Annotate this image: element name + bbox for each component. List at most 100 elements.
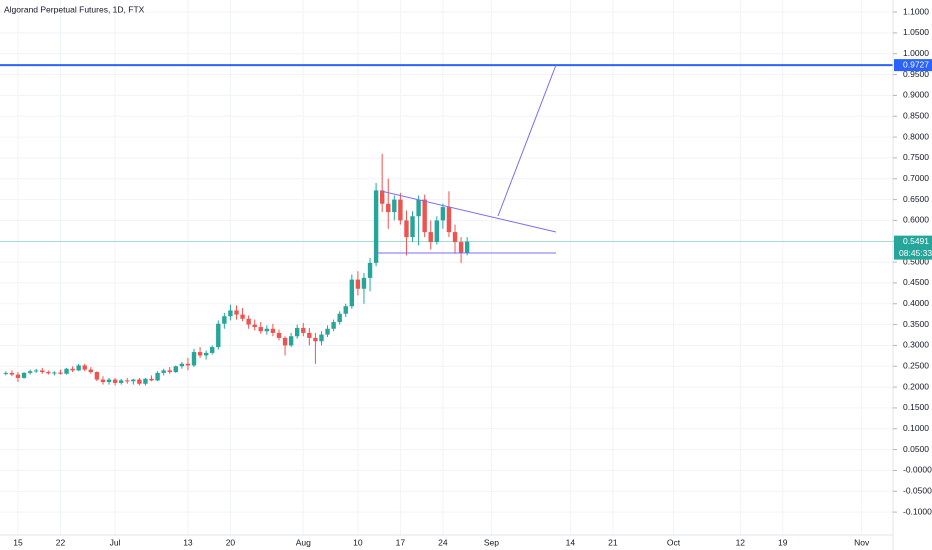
x-tick-label: Jul [110,537,121,547]
x-tick-label: 19 [778,537,788,547]
y-tick-label: 0.7000 [903,173,929,183]
candle-body [88,369,94,373]
y-tick-label: 0.3000 [903,340,929,350]
candle-body [428,232,433,243]
y-tick-label: 0.8500 [903,111,929,121]
price-line-label: 0.9727 [903,59,929,69]
price-line-label-box [894,59,932,72]
candle-body [349,279,355,307]
plot-area [0,64,893,386]
y-tick-label: 0.1500 [903,402,929,412]
x-tick-label: 17 [396,537,406,547]
candle-body [234,310,239,315]
candle-body [94,372,100,380]
y-tick-label: 0.7500 [903,152,929,162]
candle-body [27,371,33,373]
candle-body [288,336,294,346]
candle-body [422,199,427,233]
candle-body [331,322,336,329]
candle-body [64,368,69,374]
candle-body [216,323,221,348]
candle-body [106,379,112,383]
candle-body [167,370,172,373]
candle-body [143,378,148,384]
x-tick-label: 22 [56,537,66,547]
candle-body [379,190,385,204]
trend-line [497,64,557,217]
candle-body [137,379,142,384]
candle-body [149,378,154,381]
candle-body [367,262,373,278]
y-tick-label: 0.9500 [903,69,929,79]
y-tick-label: 1.1000 [903,6,929,16]
candle-body [40,370,45,373]
candle-body [404,220,409,238]
x-tick-label: Aug [296,537,311,547]
y-tick-label: -0.0000 [903,465,932,475]
x-tick-label: 21 [608,537,618,547]
candle-body [410,216,415,238]
candle-body [173,366,178,373]
candle-body [210,347,215,353]
candle-body [258,327,263,332]
y-tick-label: 0.4500 [903,277,929,287]
candle-body [294,327,300,337]
axes: 1.1000 1.0500 1.0000 0.9500 0.9000 0.8500 0.80… [13,6,932,547]
candle-body [446,207,452,233]
candle-body [58,372,63,374]
x-tick-label: 24 [438,537,448,547]
x-tick-label: 12 [736,537,746,547]
candle-body [325,328,330,335]
candle-body [440,207,446,221]
y-tick-label: 0.6500 [903,194,929,204]
y-tick-label: 0.6000 [903,215,929,225]
candle-body [282,337,288,346]
y-tick-label: 1.0500 [903,27,929,37]
y-tick-label: -0.1000 [903,506,932,516]
candle-body [313,337,318,342]
x-tick-label: 15 [13,537,23,547]
candle-body [46,372,51,374]
y-tick-label: 0.8000 [903,131,929,141]
candle-body [203,352,209,356]
y-tick-label: 1.0000 [903,48,929,58]
candle-body [70,368,75,371]
x-tick-label: Nov [854,537,870,547]
y-tick-label: 0.1000 [903,423,929,433]
candle-body [319,334,324,342]
candle-body [228,310,233,317]
candle-body [240,314,245,319]
candle-body [179,363,185,367]
last-price-label: 0.5491 [903,236,929,246]
candle-body [33,370,39,372]
candle-body [337,313,342,323]
candle-body [118,380,124,383]
candle-body [197,352,203,356]
candle-body [252,324,257,328]
countdown-label: 08:45:33 [899,248,932,258]
x-tick-label: 10 [353,537,363,547]
candle-body [373,190,379,263]
candle-body [100,379,106,383]
candle-body [301,327,306,333]
candle-body [112,379,118,383]
y-tick-label: 0.4000 [903,298,929,308]
candle-body [82,365,87,370]
chart-title: Algorand Perpetual Futures, 1D, FTX [4,4,145,14]
candle-body [276,332,282,338]
candle-body [398,199,403,221]
candle-body [131,379,136,382]
candle-body [264,328,270,332]
last-price-box [894,235,932,260]
candle-body [155,372,160,381]
candle-body [416,199,421,217]
trend-line [380,190,557,233]
x-tick-label: 14 [566,537,576,547]
candle-body [307,332,312,338]
candle-body [386,203,391,213]
y-tick-label: 0.3500 [903,319,929,329]
y-tick-label: 0.9000 [903,90,929,100]
candle-body [161,370,166,373]
candle-body [52,372,57,374]
